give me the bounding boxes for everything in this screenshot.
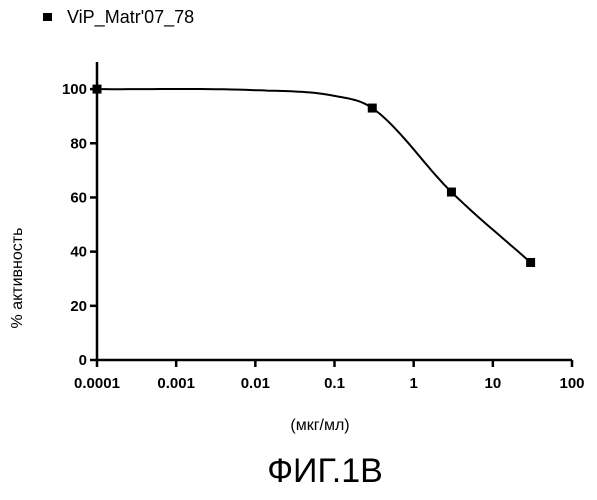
data-points xyxy=(93,85,536,267)
data-point xyxy=(447,188,456,197)
y-tick-label: 20 xyxy=(70,298,87,315)
fit-curve xyxy=(97,89,531,263)
x-tick-label: 1 xyxy=(409,375,417,392)
x-tick-label: 10 xyxy=(484,375,501,392)
x-tick-label: 0.1 xyxy=(324,375,345,392)
y-tick-label: 40 xyxy=(70,244,87,261)
data-point xyxy=(368,104,377,113)
data-point xyxy=(526,258,535,267)
legend: ViP_Matr'07_78 xyxy=(43,7,194,28)
data-point xyxy=(93,85,102,94)
legend-entry: ViP_Matr'07_78 xyxy=(67,7,194,28)
x-ticks: 0.0001 0.001 0.01 0.1 1 10 100 xyxy=(74,360,584,392)
x-tick-label: 100 xyxy=(559,375,584,392)
x-tick-label: 0.001 xyxy=(157,375,195,392)
x-axis-label: (мкг/мл) xyxy=(290,417,349,434)
y-tick-label: 100 xyxy=(62,81,87,98)
y-ticks: 0 20 40 60 80 100 xyxy=(62,81,97,369)
x-tick-label: 0.0001 xyxy=(74,375,120,392)
plot-area: 0 20 40 60 80 100 0.0001 0.001 0.01 0.1 1 10 100 xyxy=(62,62,585,392)
y-tick-label: 0 xyxy=(79,352,87,369)
x-tick-label: 0.01 xyxy=(241,375,270,392)
y-axis-label: % активность xyxy=(9,228,26,329)
y-tick-label: 60 xyxy=(70,189,87,206)
y-tick-label: 80 xyxy=(70,135,87,152)
figure-caption: ФИГ.1В xyxy=(267,452,383,490)
legend-marker xyxy=(43,13,52,21)
